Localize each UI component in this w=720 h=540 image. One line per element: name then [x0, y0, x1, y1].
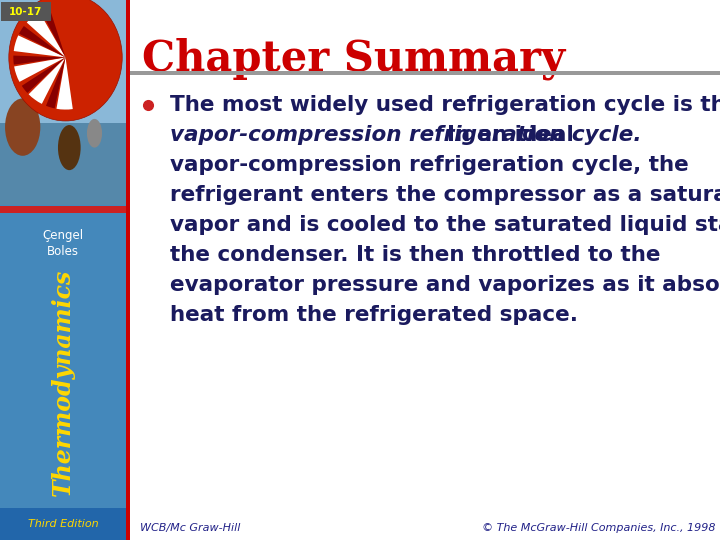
Bar: [0, 0, 126, 205]
Bar: [1, 2, 51, 21]
Bar: [0, 206, 126, 213]
Text: In an ideal: In an ideal: [431, 125, 573, 145]
Bar: [0, 205, 126, 540]
Bar: [0, 508, 126, 540]
Wedge shape: [27, 12, 66, 57]
Text: vapor-compression refrigeration cycle.: vapor-compression refrigeration cycle.: [170, 125, 642, 145]
Text: 10-17: 10-17: [9, 7, 42, 17]
Bar: [0, 123, 126, 205]
Wedge shape: [22, 57, 66, 93]
Ellipse shape: [87, 119, 102, 147]
Text: evaporator pressure and vaporizes as it absorbs: evaporator pressure and vaporizes as it …: [170, 275, 720, 295]
Text: Third Edition: Third Edition: [27, 519, 99, 529]
Ellipse shape: [5, 98, 40, 156]
Text: refrigerant enters the compressor as a saturated: refrigerant enters the compressor as a s…: [170, 185, 720, 205]
Ellipse shape: [58, 125, 81, 170]
Bar: [130, 71, 720, 75]
Text: Çengel
Boles: Çengel Boles: [42, 229, 84, 258]
Wedge shape: [14, 56, 66, 65]
Text: the condenser. It is then throttled to the: the condenser. It is then throttled to t…: [170, 245, 660, 265]
Ellipse shape: [9, 0, 122, 121]
Text: vapor and is cooled to the saturated liquid state in: vapor and is cooled to the saturated liq…: [170, 215, 720, 235]
Wedge shape: [41, 8, 66, 57]
Text: © The McGraw-Hill Companies, Inc., 1998: © The McGraw-Hill Companies, Inc., 1998: [482, 523, 715, 533]
Text: WCB/Mc Graw-Hill: WCB/Mc Graw-Hill: [140, 523, 240, 533]
Text: heat from the refrigerated space.: heat from the refrigerated space.: [170, 305, 578, 325]
Wedge shape: [14, 35, 66, 57]
Wedge shape: [19, 26, 66, 57]
Bar: [126, 0, 130, 540]
Wedge shape: [56, 57, 73, 110]
Wedge shape: [14, 57, 66, 82]
Text: Thermodynamics: Thermodynamics: [51, 269, 75, 496]
Wedge shape: [29, 57, 66, 104]
Text: vapor-compression refrigeration cycle, the: vapor-compression refrigeration cycle, t…: [170, 155, 689, 175]
Text: The most widely used refrigeration cycle is the: The most widely used refrigeration cycle…: [170, 95, 720, 115]
Text: Chapter Summary: Chapter Summary: [142, 37, 565, 79]
Wedge shape: [46, 57, 66, 109]
